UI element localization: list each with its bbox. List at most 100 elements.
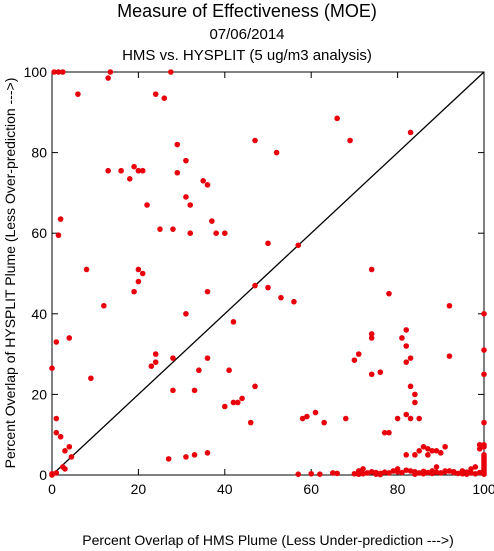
data-point — [433, 469, 440, 475]
data-point — [342, 415, 349, 422]
data-point — [481, 371, 487, 378]
x-tick-label: 80 — [390, 481, 406, 497]
data-point — [481, 311, 487, 317]
data-point — [88, 375, 94, 382]
data-point — [168, 69, 174, 75]
data-point — [170, 387, 176, 394]
data-point — [446, 302, 453, 309]
data-point — [468, 470, 474, 476]
data-point — [60, 69, 66, 75]
chart-subtitle: HMS vs. HYSPLIT (5 ug/m3 analysis) — [122, 47, 372, 64]
data-point — [407, 468, 414, 474]
data-point — [230, 319, 237, 325]
one-to-one-reference-line — [51, 71, 485, 476]
data-point — [157, 226, 163, 232]
data-point — [351, 357, 358, 363]
data-point — [204, 288, 211, 295]
data-point — [131, 163, 137, 170]
data-point — [230, 399, 237, 406]
data-point — [355, 351, 362, 357]
data-point — [425, 469, 431, 476]
data-point — [265, 240, 271, 247]
data-point — [131, 288, 137, 295]
data-point — [304, 413, 310, 420]
data-point — [49, 470, 55, 477]
data-point — [455, 470, 461, 477]
data-point — [412, 399, 418, 406]
chart-date: 07/06/2014 — [209, 26, 284, 43]
data-point — [234, 399, 241, 406]
data-point — [459, 468, 466, 474]
data-point — [247, 419, 254, 426]
y-tick-label: 60 — [31, 225, 47, 241]
data-point — [481, 347, 487, 353]
x-tick-label: 20 — [131, 481, 147, 497]
data-point — [351, 470, 358, 477]
data-point — [252, 137, 258, 144]
data-point — [187, 202, 194, 208]
data-points — [49, 69, 487, 478]
x-tick-labels: 0 20 40 60 80 100 — [48, 481, 494, 497]
data-point — [334, 115, 340, 122]
data-point — [403, 327, 410, 333]
data-point — [139, 167, 146, 174]
data-point — [139, 270, 146, 277]
data-point — [191, 452, 198, 458]
y-tick-labels: 0 20 40 60 80 100 — [24, 64, 48, 483]
data-point — [66, 443, 73, 450]
data-point — [446, 353, 453, 359]
data-point — [226, 367, 232, 374]
data-point — [204, 355, 211, 361]
data-point — [55, 69, 62, 75]
data-point — [420, 470, 427, 477]
data-point — [53, 339, 60, 345]
data-point — [174, 141, 181, 148]
data-point — [476, 446, 483, 452]
data-point — [105, 75, 111, 81]
data-point — [174, 169, 181, 176]
data-point — [152, 351, 159, 357]
data-point — [420, 443, 427, 450]
data-point — [476, 469, 483, 476]
data-point — [152, 359, 159, 365]
data-point — [191, 387, 198, 394]
data-point — [312, 409, 319, 416]
data-point — [429, 468, 435, 474]
data-point — [83, 266, 90, 273]
data-point — [425, 452, 431, 458]
data-point — [386, 470, 392, 476]
data-point — [481, 452, 487, 458]
data-point — [278, 294, 284, 301]
data-point — [135, 278, 142, 285]
data-point — [135, 266, 142, 273]
data-point — [165, 456, 172, 462]
data-point — [399, 335, 405, 341]
data-point — [368, 266, 375, 273]
data-point — [204, 182, 211, 188]
data-point — [386, 290, 392, 297]
data-point — [407, 415, 414, 422]
data-point — [105, 167, 111, 174]
data-point — [403, 467, 410, 473]
data-point — [49, 365, 55, 372]
data-point — [407, 383, 414, 390]
data-point — [481, 419, 487, 426]
data-point — [399, 469, 405, 476]
data-point — [295, 471, 302, 477]
data-point — [183, 157, 189, 164]
data-point — [57, 216, 64, 222]
data-point — [308, 470, 315, 477]
data-point — [368, 468, 375, 475]
data-point — [472, 470, 479, 477]
data-point — [239, 395, 245, 402]
data-point — [291, 298, 297, 305]
data-point — [118, 167, 124, 174]
x-axis-label: Percent Overlap of HMS Plume (Less Under… — [82, 532, 454, 548]
data-point — [183, 454, 189, 460]
data-point — [53, 470, 60, 476]
data-point — [481, 441, 487, 448]
y-axis-label: Percent Overlap of HYSPLIT Plume (Less O… — [2, 78, 18, 469]
data-point — [144, 202, 150, 208]
data-point — [66, 335, 73, 341]
data-point — [438, 450, 444, 456]
